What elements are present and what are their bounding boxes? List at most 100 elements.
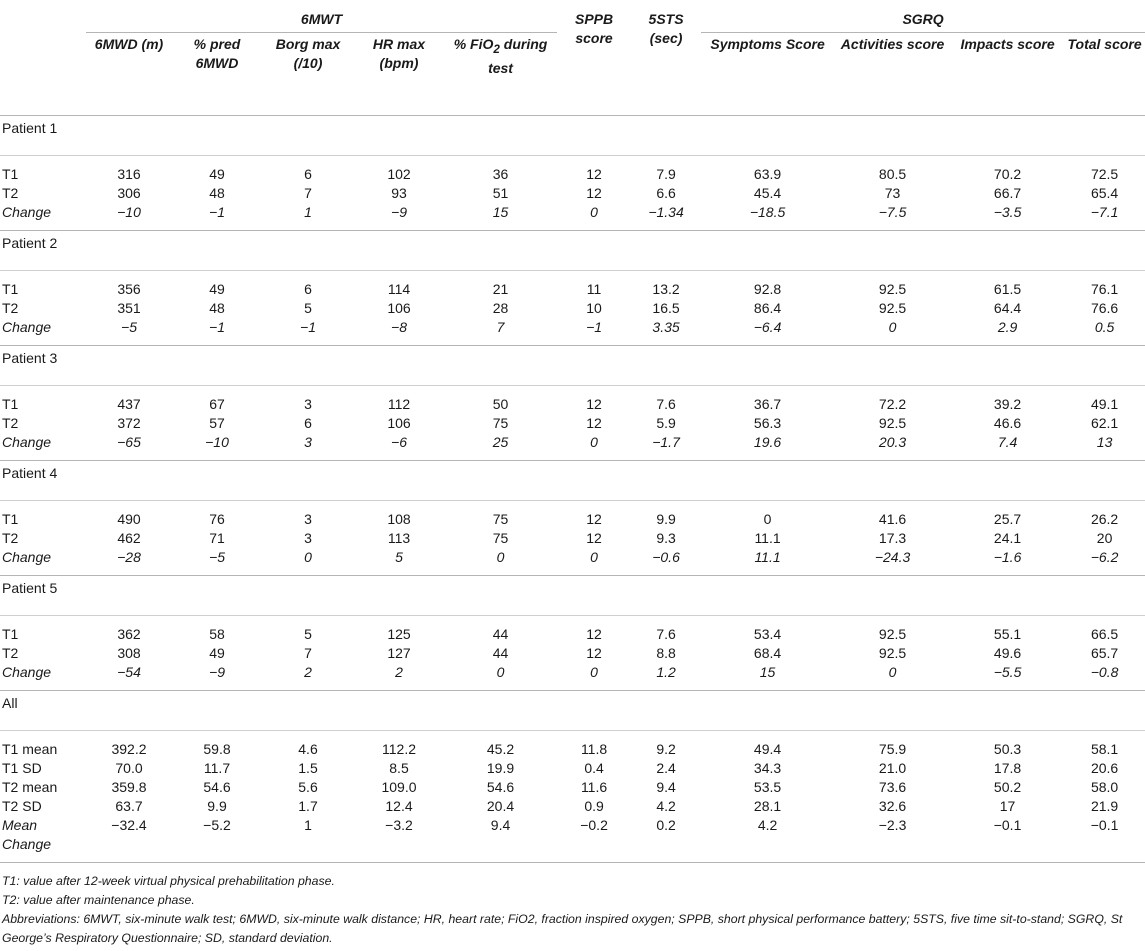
header-group-sgrq: SGRQ xyxy=(701,0,1145,33)
cell-borg: 1.7 xyxy=(298,798,318,814)
section-row: Patient 3 xyxy=(0,345,1145,386)
section-title: Patient 2 xyxy=(0,230,1145,271)
cell-borg: 6 xyxy=(304,415,312,431)
cell-borg: 5 xyxy=(304,300,312,316)
row-label: T2 xyxy=(2,415,19,431)
cell-activities: 21.0 xyxy=(878,760,907,776)
cell-6mwd: 372 xyxy=(117,415,141,431)
table-row: T1 316 49 6 102 36 12 7.9 63.9 80.5 70.2 72.5 xyxy=(0,155,1145,184)
cell-fio2: 44 xyxy=(492,645,509,661)
cell-activities: 92.5 xyxy=(834,615,952,644)
results-table: 6MWT SPPB score 5STS (sec) SGRQ 6MWD (m)… xyxy=(0,0,1145,863)
cell-activities: 0 xyxy=(888,319,897,335)
header-hr: HR max (bpm) xyxy=(354,33,444,116)
cell-activities: 92.5 xyxy=(878,645,907,661)
cell-impacts: 64.4 xyxy=(993,300,1022,316)
cell-activities: −24.3 xyxy=(874,549,911,565)
header-fio2-subscript: 2 xyxy=(493,42,500,56)
cell-total: 49.1 xyxy=(1064,385,1145,414)
cell-total: 76.6 xyxy=(1090,300,1119,316)
cell-pred: 67 xyxy=(172,385,262,414)
table-row: T2 SD 63.7 9.9 1.7 12.4 20.4 0.9 4.2 28.1 32.6 17 2… xyxy=(0,797,1145,816)
header-pred: % pred 6MWD xyxy=(172,33,262,116)
cell-6mwd: 356 xyxy=(86,270,172,299)
table-row: T1 356 49 6 114 21 11 13.2 92.8 92.5 61.5 76.1 xyxy=(0,270,1145,299)
cell-fio2: 28 xyxy=(492,300,509,316)
cell-impacts: 7.4 xyxy=(997,434,1018,450)
cell-5sts: −1.34 xyxy=(648,204,684,220)
cell-activities: 32.6 xyxy=(878,798,907,814)
cell-total: 66.5 xyxy=(1064,615,1145,644)
header-5sts-label: 5STS (sec) xyxy=(648,11,684,46)
cell-fio2: 51 xyxy=(492,185,509,201)
cell-5sts: 9.9 xyxy=(631,500,702,529)
row-label: T2 xyxy=(2,645,19,661)
cell-sppb: 0.4 xyxy=(584,760,604,776)
cell-borg: 1 xyxy=(304,204,312,220)
cell-impacts: 50.2 xyxy=(993,779,1022,795)
cell-symptoms: 34.3 xyxy=(753,760,782,776)
cell-6mwd: 316 xyxy=(86,155,172,184)
cell-5sts: 4.2 xyxy=(656,798,676,814)
cell-5sts: 6.6 xyxy=(656,185,676,201)
table-row: Change −10 −1 1 −9 15 0 −1.34 −18.5 −7.5 −3.5 −7.1 xyxy=(0,203,1145,231)
cell-symptoms: 86.4 xyxy=(753,300,782,316)
header-sppb-label: SPPB score xyxy=(574,11,614,46)
cell-borg: 7 xyxy=(304,185,312,201)
row-label: T2 xyxy=(2,300,19,316)
cell-activities: 41.6 xyxy=(834,500,952,529)
cell-activities: 75.9 xyxy=(834,730,952,759)
cell-impacts: 2.9 xyxy=(997,319,1018,335)
row-label: T2 xyxy=(2,185,19,201)
cell-5sts: −1.7 xyxy=(652,434,680,450)
header-total-label: Total score xyxy=(1067,36,1142,52)
cell-total: 65.4 xyxy=(1090,185,1119,201)
cell-impacts: −3.5 xyxy=(993,204,1022,220)
row-label: Change xyxy=(2,319,52,335)
cell-symptoms: 19.6 xyxy=(753,434,782,450)
cell-hr: 8.5 xyxy=(389,760,409,776)
row-label: T1 xyxy=(0,385,86,414)
cell-sppb: 12 xyxy=(586,530,602,546)
header-empty xyxy=(0,0,86,33)
cell-sppb: 0.9 xyxy=(584,798,604,814)
cell-borg: 1 xyxy=(262,816,354,863)
cell-5sts: 1.2 xyxy=(656,664,676,680)
cell-5sts: 2.4 xyxy=(656,760,676,776)
cell-pred: 57 xyxy=(209,415,225,431)
cell-hr: 5 xyxy=(395,549,403,565)
header-activities: Activities score xyxy=(834,33,951,116)
table-row: T2 351 48 5 106 28 10 16.5 86.4 92.5 64.4 76.6 xyxy=(0,299,1145,318)
cell-5sts: 9.3 xyxy=(656,530,676,546)
cell-total: 58.1 xyxy=(1064,730,1145,759)
table-row: Change −5 −1 −1 −8 7 −1 3.35 −6.4 0 2.9 0.5 xyxy=(0,318,1145,346)
cell-6mwd: 490 xyxy=(86,500,172,529)
table-row: T1 362 58 5 125 44 12 7.6 53.4 92.5 55.1 66.5 xyxy=(0,615,1145,644)
cell-5sts: 7.9 xyxy=(631,155,702,184)
cell-hr: 109.0 xyxy=(381,779,417,795)
cell-fio2: 9.4 xyxy=(444,816,558,863)
cell-fio2: 75 xyxy=(492,415,509,431)
header-symptoms-label: Symptoms Score xyxy=(710,36,825,52)
cell-pred: −5.2 xyxy=(172,816,262,863)
cell-sppb: 12 xyxy=(557,615,632,644)
cell-total: −7.1 xyxy=(1090,204,1119,220)
row-label: T2 SD xyxy=(2,798,42,814)
cell-impacts: 61.5 xyxy=(951,270,1065,299)
cell-pred: 76 xyxy=(172,500,262,529)
row-label: T1 xyxy=(0,500,86,529)
header-empty-2 xyxy=(0,33,86,116)
footnote-t2: T2: value after maintenance phase. xyxy=(2,893,195,907)
cell-activities: 92.5 xyxy=(834,270,952,299)
cell-borg: 3 xyxy=(304,530,312,546)
cell-hr: −3.2 xyxy=(354,816,444,863)
section-title: Patient 4 xyxy=(0,460,1145,501)
cell-hr: 127 xyxy=(387,645,411,661)
row-label: T2 xyxy=(2,530,19,546)
cell-hr: 93 xyxy=(391,185,407,201)
table-footnotes: T1: value after 12-week virtual physical… xyxy=(2,872,1142,948)
cell-symptoms: 63.9 xyxy=(701,155,835,184)
header-impacts-label: Impacts score xyxy=(960,36,1055,52)
cell-total: −0.1 xyxy=(1064,816,1145,863)
header-fio2-label-after: during test xyxy=(488,36,548,76)
